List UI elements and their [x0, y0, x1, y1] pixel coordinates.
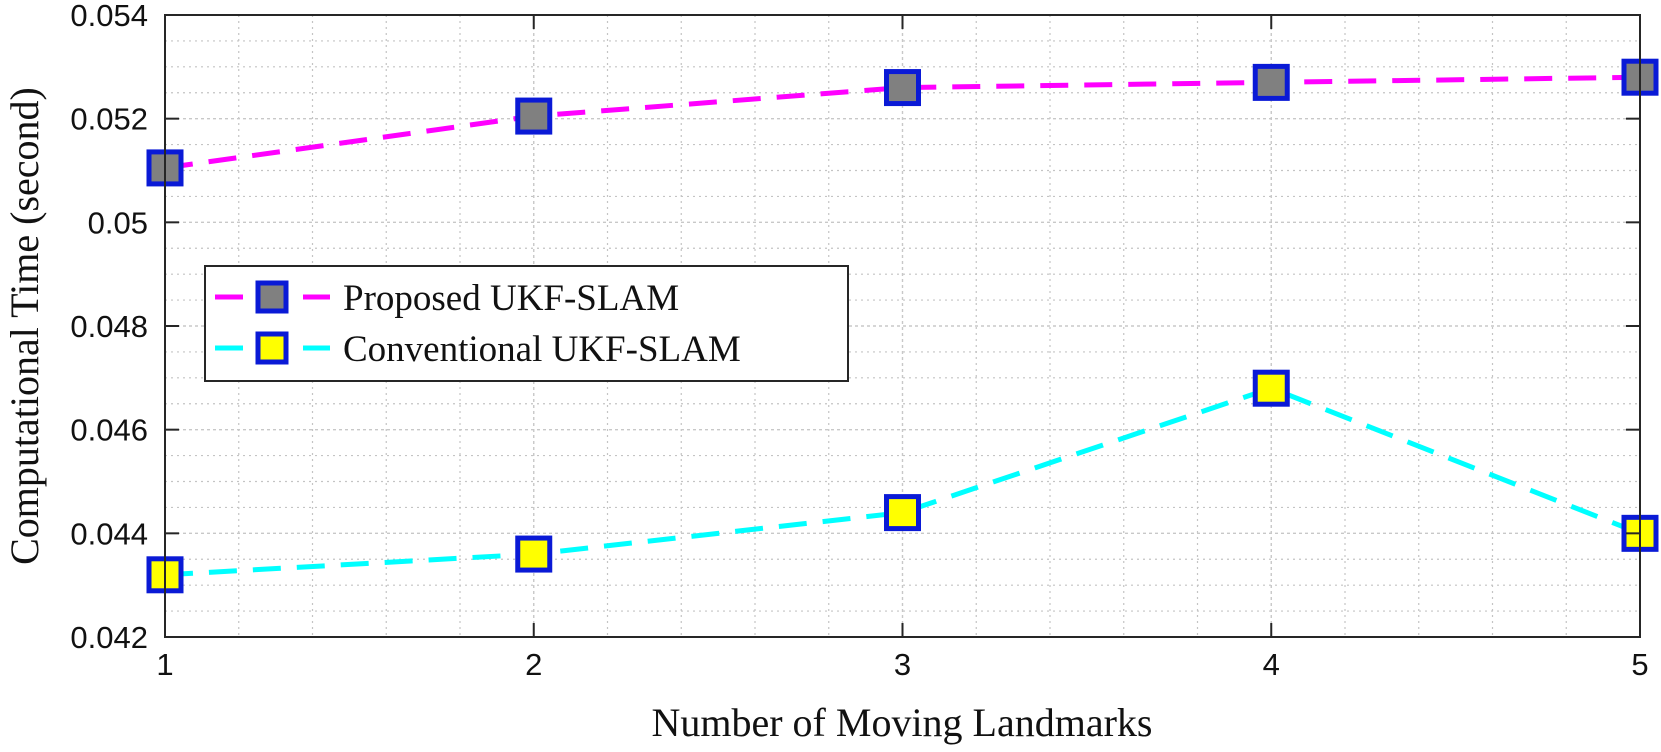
y-tick-label: 0.042 [70, 620, 148, 655]
legend-label: Conventional UKF-SLAM [343, 329, 741, 370]
legend: Proposed UKF-SLAM Conventional UKF-SLAM [204, 265, 849, 382]
series-layer [146, 58, 1659, 594]
legend-entry: Proposed UKF-SLAM [215, 278, 679, 319]
legend-entry: Conventional UKF-SLAM [215, 329, 741, 370]
x-tick-label: 3 [894, 647, 911, 682]
series-line [164, 74, 1641, 171]
y-tick-label: 0.052 [70, 102, 148, 137]
data-point-marker [515, 97, 553, 135]
data-point-marker [1252, 63, 1290, 101]
data-point-marker [884, 494, 921, 532]
y-tick-label: 0.046 [70, 413, 148, 448]
y-tick-label: 0.054 [70, 0, 148, 33]
data-point-marker [515, 535, 553, 573]
legend-marker-swatch [255, 280, 289, 314]
legend-label: Proposed UKF-SLAM [343, 278, 679, 319]
x-tick-label: 1 [156, 647, 173, 682]
x-axis-label: Number of Moving Landmarks [651, 700, 1152, 745]
y-axis-label: Computational Time (second) [2, 87, 47, 565]
legend-entries: Proposed UKF-SLAM Conventional UKF-SLAM [215, 278, 741, 370]
y-tick-label: 0.044 [70, 516, 148, 551]
y-tick-label: 0.05 [88, 205, 148, 240]
tick-layer: 1 2 3 4 5 0.042 0.044 0.046 0.048 0.05 0.052 0.054 [70, 0, 1648, 682]
legend-marker-swatch [255, 331, 289, 365]
x-tick-label: 5 [1631, 647, 1648, 682]
x-tick-label: 4 [1263, 647, 1280, 682]
data-point-marker [884, 69, 921, 107]
legend-box [204, 265, 849, 382]
y-tick-label: 0.048 [70, 309, 148, 344]
data-point-marker [1252, 369, 1290, 407]
series-1 [146, 58, 1659, 187]
x-tick-label: 2 [525, 647, 542, 682]
series-line [164, 385, 1641, 578]
